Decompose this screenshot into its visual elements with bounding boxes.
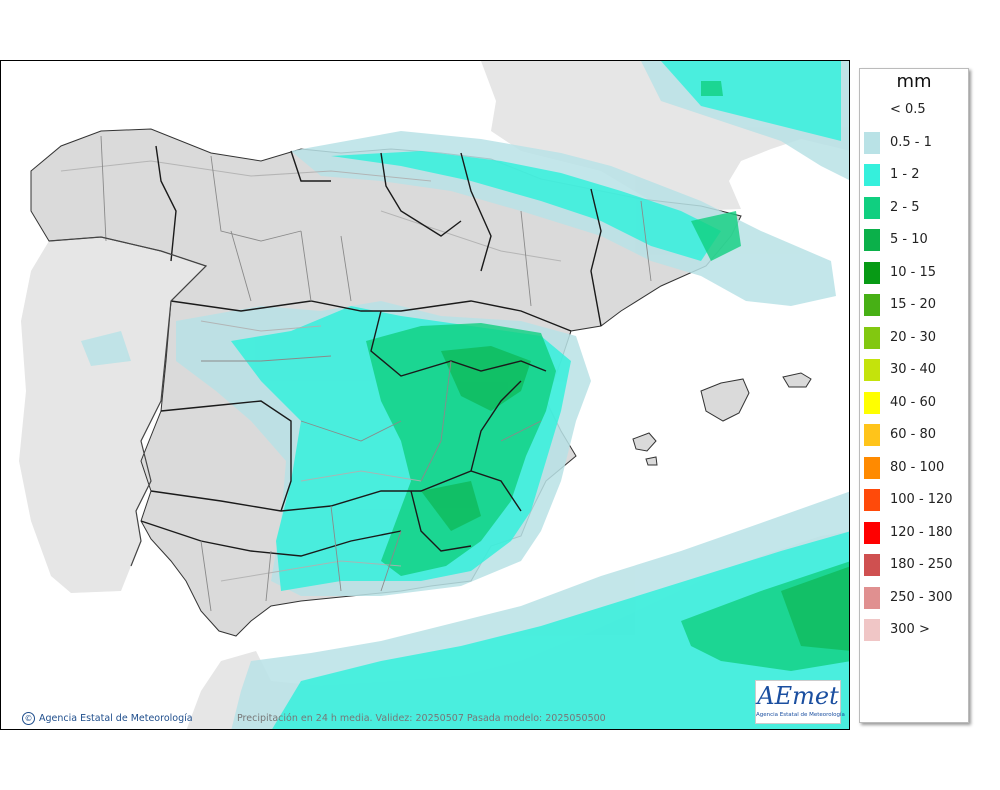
legend-label: 10 - 15 — [890, 264, 937, 280]
agency-credit: © Agencia Estatal de Meteorología — [22, 712, 193, 725]
legend-entry: 100 - 120 — [864, 489, 968, 511]
ibiza-land — [632, 432, 657, 452]
legend-swatch — [864, 456, 880, 479]
legend-swatch — [864, 131, 880, 154]
mallorca-land — [700, 378, 750, 422]
legend-swatch — [864, 391, 880, 414]
legend-swatch — [864, 489, 880, 511]
legend-swatch — [864, 521, 880, 544]
legend-entry: 180 - 250 — [864, 554, 968, 576]
legend-swatch — [864, 196, 880, 219]
legend-entry: 5 - 10 — [864, 229, 968, 251]
legend-entry: 40 - 60 — [864, 391, 968, 414]
legend-swatch — [864, 261, 880, 284]
legend-entry: 15 - 20 — [864, 294, 968, 316]
logo-wordmark: AEmet — [757, 682, 839, 710]
legend-entry: 10 - 15 — [864, 261, 968, 284]
legend-entry: 1 - 2 — [864, 164, 968, 186]
regional-borders — [140, 145, 602, 557]
aemet-logo: AEmet Agencia Estatal de Meteorología — [755, 680, 845, 724]
legend-swatch — [864, 359, 880, 381]
legend-label: 180 - 250 — [890, 557, 953, 572]
precip-5-10 — [421, 346, 849, 651]
relief-hatching — [60, 160, 562, 582]
legend-label: 120 - 180 — [890, 524, 953, 540]
legend-label: 0.5 - 1 — [890, 134, 932, 150]
legend-swatch — [864, 229, 880, 251]
legend-label: 250 - 300 — [890, 589, 953, 605]
legend-label: 2 - 5 — [890, 199, 920, 215]
legend-swatch — [864, 586, 880, 609]
legend-swatch — [864, 619, 880, 641]
portugal-border — [48, 236, 208, 567]
legend-label: 30 - 40 — [890, 362, 937, 377]
legend-entry: 80 - 100 — [864, 456, 968, 479]
legend-entry: 2 - 5 — [864, 196, 968, 219]
legend-label: 5 - 10 — [890, 232, 928, 247]
legend-label: < 0.5 — [890, 102, 926, 117]
copyright-icon: © — [22, 712, 35, 725]
legend-label: 100 - 120 — [890, 492, 953, 507]
legend-entry: 60 - 80 — [864, 424, 968, 446]
legend-entry: 250 - 300 — [864, 586, 968, 609]
map-canvas — [1, 61, 849, 729]
legend-panel: mm < 0.5 0.5 - 1 1 - 2 2 - 5 5 - 10 10 - 15 15… — [859, 68, 969, 723]
map-caption: Precipitación en 24 h media. Validez: 20… — [237, 713, 606, 724]
legend-label: 20 - 30 — [890, 329, 937, 345]
legend-entry: 30 - 40 — [864, 359, 968, 381]
portugal-land — [19, 237, 206, 593]
legend-label: 60 - 80 — [890, 427, 937, 442]
logo-subtitle: Agencia Estatal de Meteorología — [756, 712, 845, 718]
formentera-land — [645, 456, 658, 466]
precipitation-map — [0, 60, 850, 730]
menorca-land — [782, 372, 812, 388]
legend-swatch — [864, 164, 880, 186]
legend-swatch — [864, 424, 880, 446]
legend-entry: 20 - 30 — [864, 326, 968, 349]
legend-entry: 120 - 180 — [864, 521, 968, 544]
legend-label: 300 > — [890, 622, 930, 637]
legend-label: 15 - 20 — [890, 297, 937, 312]
credit-text: Agencia Estatal de Meteorología — [39, 713, 193, 724]
legend-label: 80 - 100 — [890, 459, 945, 475]
legend-swatch — [864, 554, 880, 576]
legend-entry: < 0.5 — [864, 99, 968, 121]
legend-label: 1 - 2 — [890, 167, 920, 182]
legend-label: 40 - 60 — [890, 394, 937, 410]
province-borders — [100, 135, 652, 612]
legend-swatch — [864, 326, 880, 349]
legend-entry: 0.5 - 1 — [864, 131, 968, 154]
legend-unit: mm — [896, 71, 932, 92]
legend-swatch — [864, 294, 880, 316]
legend-entry: 300 > — [864, 619, 968, 641]
legend-swatch — [864, 99, 880, 121]
